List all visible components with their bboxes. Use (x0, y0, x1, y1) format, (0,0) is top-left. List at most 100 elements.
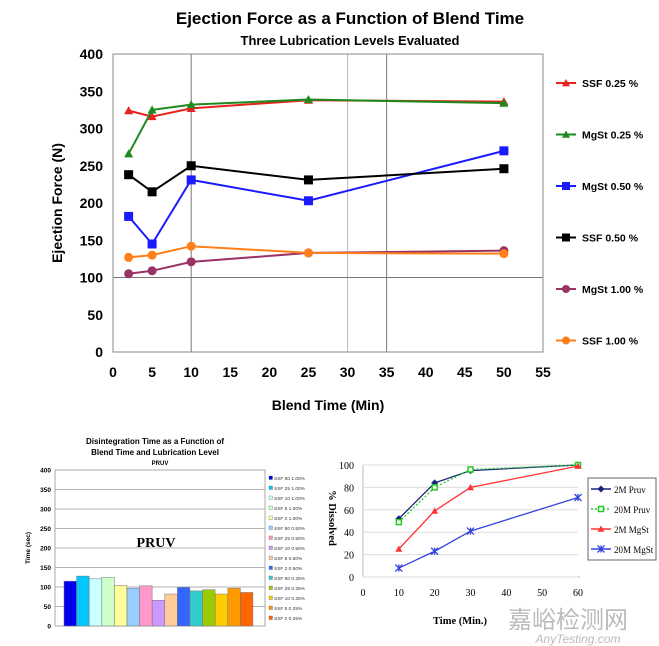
legend-swatch (268, 515, 273, 520)
x-axis-label: Time (Min.) (433, 616, 488, 627)
y-tick-label: 50 (87, 307, 103, 323)
legend-box (587, 477, 657, 561)
legend-label: SSF 50 0.50% (274, 526, 306, 532)
y-tick-label: 0 (95, 344, 103, 360)
x-tick-label: 50 (496, 364, 512, 380)
data-point (430, 547, 439, 556)
series-line (398, 464, 579, 523)
data-point (186, 100, 196, 109)
legend-marker (597, 505, 605, 513)
legend-label: SSF 2 0.25% (274, 616, 303, 622)
y-axis-label: % Dissolved (326, 490, 337, 546)
bar (202, 589, 216, 627)
bar (177, 587, 191, 627)
data-point (186, 175, 196, 185)
legend-label: SSF 5 1.00% (274, 506, 303, 512)
data-point (147, 187, 157, 197)
y-tick-label: 350 (80, 83, 104, 99)
bar (63, 580, 77, 627)
legend-swatch (268, 495, 273, 500)
legend-swatch (268, 545, 273, 550)
bar (227, 587, 241, 627)
legend-marker (562, 79, 570, 87)
bar (240, 592, 254, 627)
bar (139, 585, 153, 627)
legend-swatch (268, 565, 273, 570)
data-point (147, 250, 157, 260)
data-point (124, 170, 134, 180)
data-point (186, 257, 196, 267)
data-point (124, 149, 134, 158)
y-tick-label: 400 (40, 468, 51, 475)
legend-label: SSF 0.25 % (582, 78, 639, 90)
x-tick-label: 10 (394, 588, 404, 599)
legend-label: 2M Pruv (614, 485, 646, 495)
data-point (466, 527, 475, 536)
y-tick-label: 150 (80, 232, 104, 248)
legend-label: SSF 50 0.25% (274, 576, 306, 582)
y-tick-label: 40 (344, 528, 354, 539)
x-tick-label: 5 (148, 364, 156, 380)
data-point (499, 164, 509, 174)
series-line (398, 464, 579, 520)
chart-title-line2: Blend Time and Lubrication Level (91, 448, 219, 457)
data-point (124, 211, 134, 221)
y-tick-label: 250 (80, 158, 104, 174)
data-point (124, 106, 134, 115)
y-tick-label: 350 (40, 487, 51, 494)
bar (151, 600, 165, 627)
legend-label: SSF 25 0.25% (274, 586, 306, 592)
data-point (574, 493, 582, 502)
legend-swatch (268, 535, 273, 540)
legend-marker (562, 233, 570, 242)
y-tick-label: 300 (80, 121, 104, 137)
y-tick-label: 50 (44, 604, 52, 611)
chart-subtitle: PRUV (152, 461, 169, 467)
data-point (431, 507, 439, 514)
legend-marker (562, 285, 570, 293)
data-point (124, 269, 134, 279)
legend-swatch (268, 585, 273, 590)
data-point (431, 484, 438, 491)
legend-label: 2M MgSt (614, 525, 649, 535)
legend-label: SSF 1.00 % (582, 336, 639, 348)
y-tick-label: 250 (40, 526, 51, 533)
legend-label: SSF 50 1.00% (274, 476, 306, 482)
y-axis-label: Time (sec) (25, 532, 32, 564)
x-tick-label: 40 (418, 364, 434, 380)
x-tick-label: 20 (430, 588, 440, 599)
y-tick-label: 80 (344, 483, 354, 494)
x-tick-label: 10 (183, 364, 199, 380)
legend-label: SSF 2 1.00% (274, 516, 303, 522)
data-point (574, 462, 582, 469)
series-line (128, 164, 504, 194)
x-tick-label: 30 (340, 364, 356, 380)
y-tick-label: 150 (40, 565, 51, 572)
y-tick-label: 0 (47, 624, 51, 631)
data-point (499, 98, 509, 107)
data-point (303, 94, 313, 104)
y-tick-label: 200 (40, 546, 51, 553)
series-line (398, 496, 579, 569)
legend-swatch (268, 595, 273, 600)
x-tick-label: 0 (109, 364, 117, 380)
x-tick-label: 0 (361, 588, 366, 599)
y-axis-label: Ejection Force (N) (49, 143, 65, 263)
data-point (186, 161, 196, 171)
legend-swatch (268, 505, 273, 510)
watermark-cn: 嘉峪检测网 (508, 607, 628, 634)
plot-area (112, 53, 544, 353)
x-tick-label: 55 (535, 364, 551, 380)
legend-label: SSF 25 0.50% (274, 536, 306, 542)
data-point (147, 266, 157, 276)
legend-swatch (268, 605, 273, 610)
data-point (303, 175, 313, 185)
bar (214, 593, 228, 627)
data-point (124, 252, 134, 262)
y-tick-label: 100 (40, 585, 51, 592)
data-point (394, 564, 403, 572)
data-point (147, 112, 157, 121)
legend-label: SSF 2 0.50% (274, 566, 303, 572)
